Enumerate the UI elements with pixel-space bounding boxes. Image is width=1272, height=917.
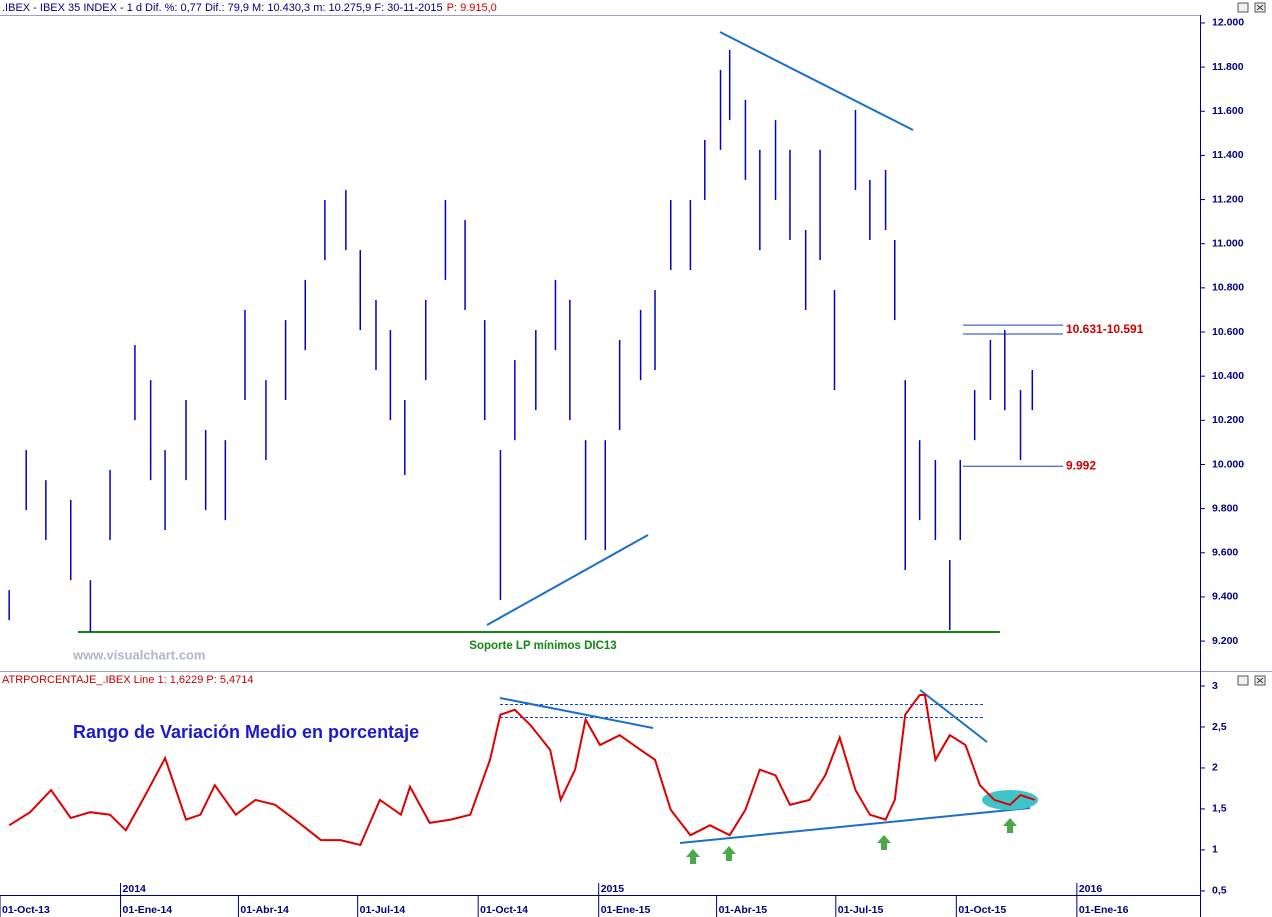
watermark: www.visualchart.com <box>72 647 205 662</box>
y-tick-label: 2,5 <box>1212 721 1227 733</box>
y-tick-label: 10.200 <box>1212 414 1244 426</box>
plot-layer: 9.2009.4009.6009.80010.00010.20010.40010… <box>0 17 1244 917</box>
y-tick-label: 10.400 <box>1212 370 1244 382</box>
year-tick-label: 2016 <box>1079 883 1103 895</box>
highlight <box>982 790 1038 810</box>
x-tick-label: 01-Ene-16 <box>1079 904 1129 916</box>
year-tick-label: 2015 <box>601 883 625 895</box>
y-tick-label: 9.800 <box>1212 502 1238 514</box>
maximize-button[interactable] <box>1237 2 1249 13</box>
arrow <box>722 846 736 861</box>
x-tick-label: 01-Abr-15 <box>719 904 768 916</box>
y-tick-label: 12.000 <box>1212 17 1244 29</box>
level-label: 9.992 <box>1066 458 1096 472</box>
y-tick-label: 0,5 <box>1212 885 1227 897</box>
x-tick-label: 01-Jul-15 <box>838 904 884 916</box>
close-icon <box>1256 677 1264 684</box>
y-tick-label: 11.800 <box>1212 61 1244 73</box>
arrow <box>877 835 891 850</box>
trendline <box>499 697 654 729</box>
y-tick-label: 1,5 <box>1212 803 1227 815</box>
price-header: .IBEX - IBEX 35 INDEX - 1 d Dif. %: 0,77… <box>2 2 443 14</box>
atr-header: ATRPORCENTAJE_.IBEX Line 1: 1,6229 P: 5,… <box>2 674 254 686</box>
arrows <box>686 818 1017 864</box>
window-buttons <box>1237 2 1266 686</box>
x-tick-label: 01-Ene-15 <box>601 904 651 916</box>
support-label: Soporte LP mínimos DIC13 <box>469 640 616 652</box>
x-tick-label: 01-Oct-14 <box>480 904 528 916</box>
trendline <box>919 689 988 743</box>
level-label: 10.631-10.591 <box>1066 322 1144 336</box>
year-tick-label: 2014 <box>123 883 147 895</box>
arrow <box>1003 818 1017 833</box>
y-tick-label: 1 <box>1212 844 1218 856</box>
y-tick-label: 10.600 <box>1212 326 1244 338</box>
y-tick-label: 2 <box>1212 762 1218 774</box>
arrow <box>686 849 700 864</box>
x-tick-label: 01-Jul-14 <box>360 904 406 916</box>
trendline <box>486 534 649 626</box>
y-tick-label: 3 <box>1212 680 1218 692</box>
atr-annotation: Rango de Variación Medio en porcentaje <box>73 722 419 742</box>
close-icon <box>1256 4 1264 11</box>
y-tick-label: 9.400 <box>1212 591 1238 603</box>
trendline <box>719 31 914 131</box>
y-tick-label: 10.800 <box>1212 282 1244 294</box>
price-header-last: P: 9.915,0 <box>447 2 497 14</box>
y-tick-label: 11.200 <box>1212 193 1244 205</box>
y-tick-label: 11.600 <box>1212 105 1244 117</box>
y-tick-label: 9.600 <box>1212 547 1238 559</box>
x-tick-label: 01-Oct-15 <box>958 904 1006 916</box>
y-tick-label: 9.200 <box>1212 635 1238 647</box>
y-tick-label: 11.000 <box>1212 237 1244 249</box>
trendline <box>679 807 1031 844</box>
x-tick-label: 01-Ene-14 <box>123 904 173 916</box>
x-tick-label: 01-Abr-14 <box>240 904 289 916</box>
x-tick-label: 01-Oct-13 <box>2 904 50 916</box>
atr-line <box>8 694 1036 847</box>
y-tick-label: 10.000 <box>1212 458 1244 470</box>
maximize-button[interactable] <box>1237 675 1249 686</box>
y-tick-label: 11.400 <box>1212 149 1244 161</box>
